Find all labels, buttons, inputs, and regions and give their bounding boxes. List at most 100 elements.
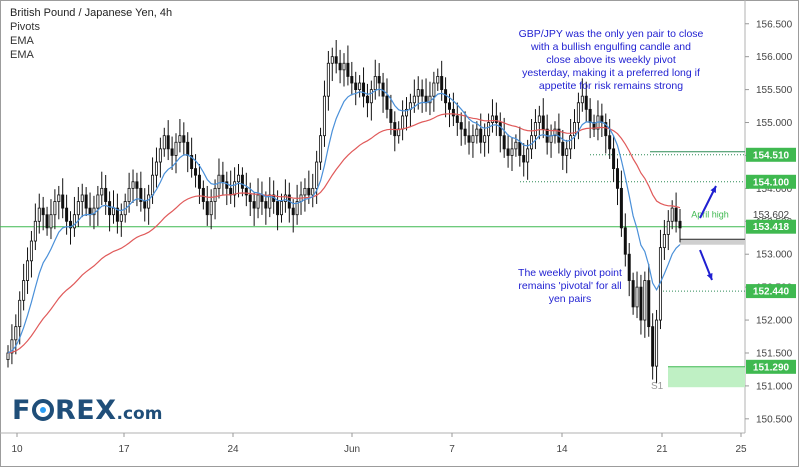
candle xyxy=(178,119,182,153)
candle-body xyxy=(541,115,545,130)
candle-body xyxy=(502,135,506,150)
candle xyxy=(37,193,41,234)
candle-body xyxy=(377,76,381,84)
y-tick-label: 155.000 xyxy=(756,118,793,129)
candle-body xyxy=(213,187,217,202)
arrow-up-head xyxy=(710,186,716,193)
candle xyxy=(225,171,229,206)
candle xyxy=(608,119,612,159)
candle xyxy=(158,137,162,178)
candle xyxy=(283,179,287,213)
candle xyxy=(490,99,494,133)
candle-body xyxy=(580,95,584,104)
candle-body xyxy=(174,141,178,156)
candle xyxy=(385,78,389,119)
candle-body xyxy=(420,89,424,97)
legend-ema-2: EMA xyxy=(10,49,34,61)
candle xyxy=(447,93,451,128)
candle-body xyxy=(80,194,84,202)
candle-body xyxy=(490,115,494,123)
badge-153418-bg xyxy=(746,219,796,234)
candle-body xyxy=(623,227,627,255)
candle-body xyxy=(303,187,307,196)
annotation-top: GBP/JPY was the only yen pair to close w… xyxy=(518,28,704,92)
candle-body xyxy=(651,326,655,367)
candle-body xyxy=(401,115,405,130)
candle xyxy=(131,169,135,203)
candle-body xyxy=(225,181,229,189)
candle-body xyxy=(26,260,30,281)
candle xyxy=(561,129,565,170)
candle-body xyxy=(584,95,588,110)
candle-body xyxy=(166,135,170,150)
candle-body xyxy=(330,56,334,64)
candle-body xyxy=(49,214,53,229)
y-tick-label: 154.000 xyxy=(756,184,793,195)
candle-body xyxy=(217,174,221,189)
candle xyxy=(615,158,619,206)
candle-body xyxy=(45,214,49,229)
candle xyxy=(362,67,366,108)
candle xyxy=(408,93,412,128)
candle xyxy=(475,121,479,144)
candle-body xyxy=(494,115,498,123)
candle xyxy=(365,83,369,118)
candle xyxy=(256,178,260,219)
candle xyxy=(209,189,213,230)
candle-body xyxy=(276,201,280,216)
candle-body xyxy=(6,352,10,360)
candle-body xyxy=(22,280,26,301)
candle xyxy=(678,209,682,243)
candle-body xyxy=(338,62,342,71)
candle-body xyxy=(147,194,151,209)
badge-152440-bg xyxy=(746,284,796,299)
x-tick-label: 25 xyxy=(735,444,747,455)
candle xyxy=(53,189,57,230)
candle-body xyxy=(369,89,373,104)
candle xyxy=(444,77,448,118)
candle-body xyxy=(29,240,33,262)
candle-body xyxy=(565,148,569,156)
candle xyxy=(428,81,432,116)
candle xyxy=(92,195,96,230)
candle xyxy=(436,68,440,91)
candle xyxy=(440,60,444,101)
candle xyxy=(424,78,428,112)
candle-body xyxy=(561,141,565,156)
candle-body xyxy=(573,122,577,137)
candle xyxy=(526,139,530,180)
candle xyxy=(334,39,338,74)
candle xyxy=(311,173,315,208)
candle xyxy=(401,100,405,141)
candle xyxy=(405,97,409,131)
candle xyxy=(619,170,623,237)
candle xyxy=(588,98,592,139)
candle-body xyxy=(57,194,61,202)
candle-body xyxy=(135,181,139,189)
s1-label: S1 xyxy=(651,381,664,392)
candle-body xyxy=(385,95,389,110)
candle xyxy=(397,121,401,144)
candle-body xyxy=(576,102,580,123)
candle-body xyxy=(350,76,354,84)
candle-body xyxy=(186,141,190,156)
y-tick-label: 151.000 xyxy=(756,381,793,392)
candle-body xyxy=(233,181,237,196)
candle-body xyxy=(240,174,244,189)
candle-body xyxy=(346,62,350,77)
candle xyxy=(342,53,346,87)
candle-body xyxy=(256,194,260,209)
candle xyxy=(319,127,323,170)
candle-body xyxy=(447,102,451,110)
candle xyxy=(154,147,158,188)
candle-body xyxy=(362,82,366,97)
candle-body xyxy=(533,122,537,137)
y-tick-label: 156.500 xyxy=(756,19,793,30)
candle xyxy=(326,50,330,111)
candle xyxy=(553,121,557,144)
candle xyxy=(643,271,647,338)
badge-151290: 151.290 xyxy=(753,362,790,373)
candle-body xyxy=(635,286,639,308)
candle xyxy=(279,193,283,223)
